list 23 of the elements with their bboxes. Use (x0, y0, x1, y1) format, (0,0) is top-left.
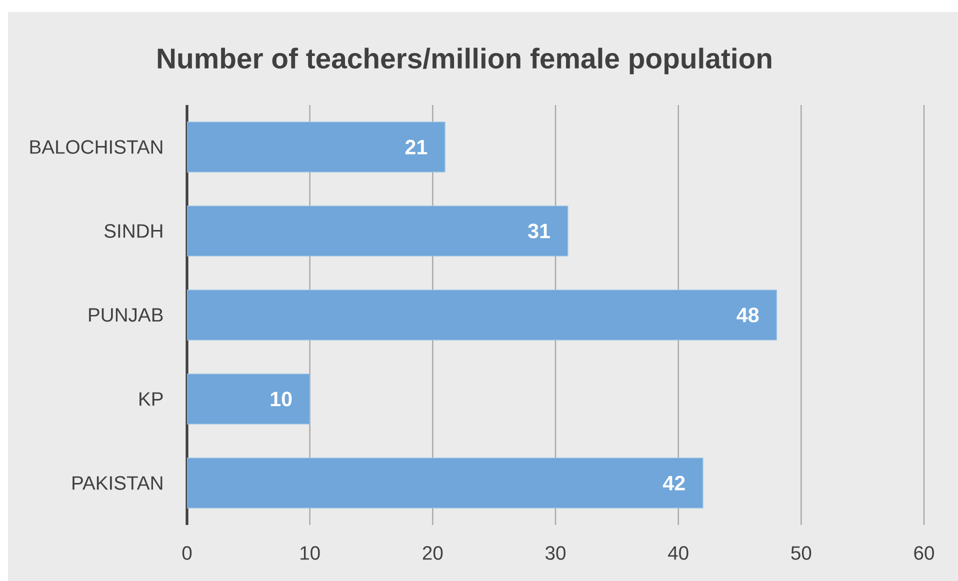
x-tick-label: 10 (300, 546, 320, 560)
y-tick-label: BALOCHISTAN (30, 140, 162, 154)
x-tick-label: 40 (668, 546, 688, 560)
chart-title: Number of teachers/million female population (158, 48, 772, 74)
x-tick-label: 0 (182, 546, 192, 560)
data-label: 21 (405, 140, 428, 154)
y-tick-label: PAKISTAN (72, 476, 162, 490)
y-tick-label: KP (140, 392, 163, 406)
data-label: 10 (270, 392, 292, 406)
x-tick-label: 50 (791, 546, 812, 560)
data-label: 42 (662, 476, 685, 490)
bar (187, 122, 446, 172)
y-tick-label: SINDH (104, 224, 162, 238)
bar (187, 206, 568, 256)
bar (187, 290, 777, 340)
bar (187, 458, 704, 508)
bar (187, 374, 310, 424)
data-label: 31 (528, 224, 550, 238)
data-label: 48 (736, 308, 759, 322)
x-tick-label: 30 (545, 546, 566, 560)
y-tick-label: PUNJAB (89, 308, 163, 322)
x-tick-label: 60 (914, 546, 934, 560)
x-tick-label: 20 (422, 546, 443, 560)
